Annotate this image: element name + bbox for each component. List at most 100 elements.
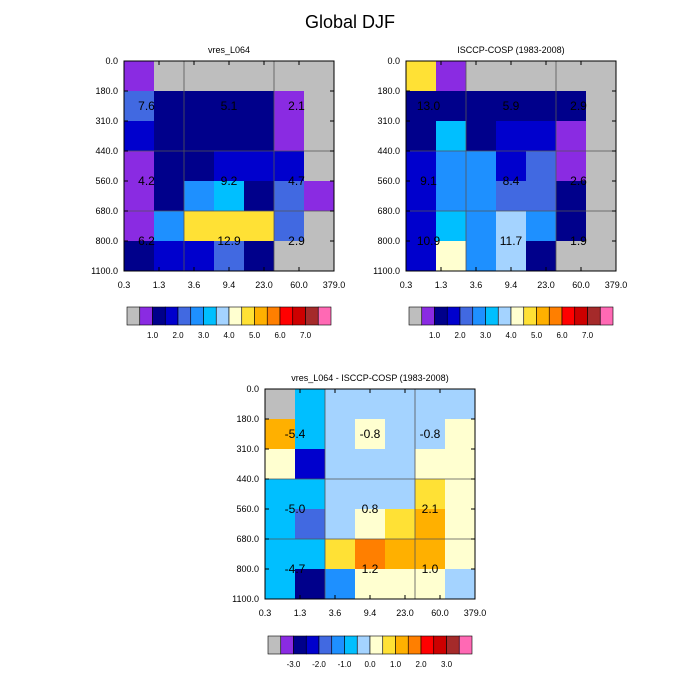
heatmap-cell xyxy=(496,211,527,242)
heatmap-cell xyxy=(154,181,185,212)
heatmap-cell xyxy=(445,449,476,480)
colorbar-swatch xyxy=(548,306,563,326)
heatmap-cell xyxy=(124,61,155,92)
heatmap-cell xyxy=(496,61,527,92)
colorbar-swatch xyxy=(523,306,537,326)
heatmap-cell xyxy=(274,241,305,272)
panel-3: vres_L064 - ISCCP-COSP (1983-2008) 0.3 1.3… xyxy=(232,373,486,669)
heatmap-cell xyxy=(406,151,437,182)
heatmap-cell xyxy=(214,181,245,212)
data-label: 12.9 xyxy=(217,234,241,248)
colorbar-swatch xyxy=(420,635,435,655)
colorbar-swatch xyxy=(446,306,461,326)
heatmap-cell xyxy=(445,509,476,540)
data-label: 9.1 xyxy=(420,174,437,188)
heatmap-cell xyxy=(496,181,527,212)
y-tick-label: 1100.0 xyxy=(91,266,118,276)
colorbar-swatch xyxy=(497,306,512,326)
heatmap-cell xyxy=(265,569,296,600)
data-label: 2.9 xyxy=(570,99,587,113)
colorbar-swatch xyxy=(267,635,282,655)
heatmap-cell xyxy=(385,509,416,540)
heatmap-cell xyxy=(385,419,416,450)
heatmap-cell xyxy=(436,91,467,122)
colorbar-label: 1.0 xyxy=(147,331,159,340)
colorbar-swatch xyxy=(574,306,588,326)
x-tick-label: 23.0 xyxy=(537,280,555,290)
colorbar-label: -3.0 xyxy=(287,660,301,669)
heatmap-cell xyxy=(304,91,335,122)
colorbar-label: 2.0 xyxy=(172,331,184,340)
colorbar-label: 2.0 xyxy=(454,331,466,340)
heatmap-cell xyxy=(586,211,617,242)
heatmap-cell xyxy=(244,151,275,182)
y-tick-label: 180.0 xyxy=(236,414,259,424)
heatmap-cell xyxy=(406,181,437,212)
heatmap-cell xyxy=(184,181,215,212)
heatmap-cell xyxy=(556,121,587,152)
heatmap-cell xyxy=(244,121,275,152)
heatmap-cell xyxy=(556,91,587,122)
colorbar-swatch xyxy=(407,635,422,655)
heatmap-cell xyxy=(244,61,275,92)
heatmap-cell xyxy=(124,181,155,212)
heatmap-cell xyxy=(274,91,305,122)
heatmap-cell xyxy=(415,569,446,600)
heatmap-cell xyxy=(556,241,587,272)
heatmap-cell xyxy=(406,61,437,92)
heatmap-cell xyxy=(325,419,356,450)
colorbar-swatch xyxy=(164,306,179,326)
colorbar-swatch xyxy=(126,306,141,326)
heatmap-cell xyxy=(154,121,185,152)
heatmap-cell xyxy=(556,61,587,92)
heatmap-cell xyxy=(406,121,437,152)
heatmap-cell xyxy=(274,211,305,242)
y-tick-label: 800.0 xyxy=(236,564,259,574)
colorbar-swatch xyxy=(317,306,332,326)
heatmap-cell xyxy=(295,509,326,540)
heatmap-cell xyxy=(304,61,335,92)
heatmap-cell xyxy=(295,539,326,570)
heatmap-cell xyxy=(556,181,587,212)
heatmap-cell xyxy=(355,389,386,420)
colorbar-label: 5.0 xyxy=(531,331,543,340)
colorbar-swatch xyxy=(305,635,320,655)
colorbar-swatch xyxy=(152,306,166,326)
y-tick-label: 680.0 xyxy=(377,206,400,216)
y-tick-label: 800.0 xyxy=(377,236,400,246)
heatmap-cell xyxy=(556,211,587,242)
colorbar-swatch xyxy=(318,635,333,655)
heatmap-cell xyxy=(445,389,476,420)
heatmap-cell xyxy=(124,151,155,182)
y-tick-label: 0.0 xyxy=(246,384,259,394)
heatmap-cell xyxy=(295,449,326,480)
heatmap-cell xyxy=(415,449,446,480)
heatmap-cell xyxy=(154,241,185,272)
colorbar-swatch xyxy=(344,635,358,655)
heatmap-cell xyxy=(325,509,356,540)
colorbar-swatch xyxy=(382,635,396,655)
x-tick-label: 3.6 xyxy=(329,608,342,618)
data-label: -5.4 xyxy=(285,427,306,441)
heatmap-cell xyxy=(496,121,527,152)
colorbar-swatch xyxy=(279,306,294,326)
panel-title: vres_L064 - ISCCP-COSP (1983-2008) xyxy=(291,373,448,383)
heatmap-cell xyxy=(436,241,467,272)
data-label: -0.8 xyxy=(360,427,381,441)
colorbar-label: -2.0 xyxy=(312,660,326,669)
colorbar-swatch xyxy=(434,306,448,326)
colorbar-swatch xyxy=(139,306,153,326)
heatmap-cell xyxy=(304,151,335,182)
colorbar-label: 5.0 xyxy=(249,331,261,340)
heatmap-cell xyxy=(445,539,476,570)
heatmap-cell xyxy=(244,181,275,212)
heatmap-cell xyxy=(586,61,617,92)
heatmap-cell xyxy=(496,151,527,182)
y-tick-label: 440.0 xyxy=(95,146,118,156)
x-tick-label: 379.0 xyxy=(464,608,487,618)
heatmap-cell xyxy=(466,211,497,242)
y-tick-label: 1100.0 xyxy=(232,594,259,604)
y-tick-label: 0.0 xyxy=(105,56,118,66)
heatmap-cell xyxy=(295,569,326,600)
